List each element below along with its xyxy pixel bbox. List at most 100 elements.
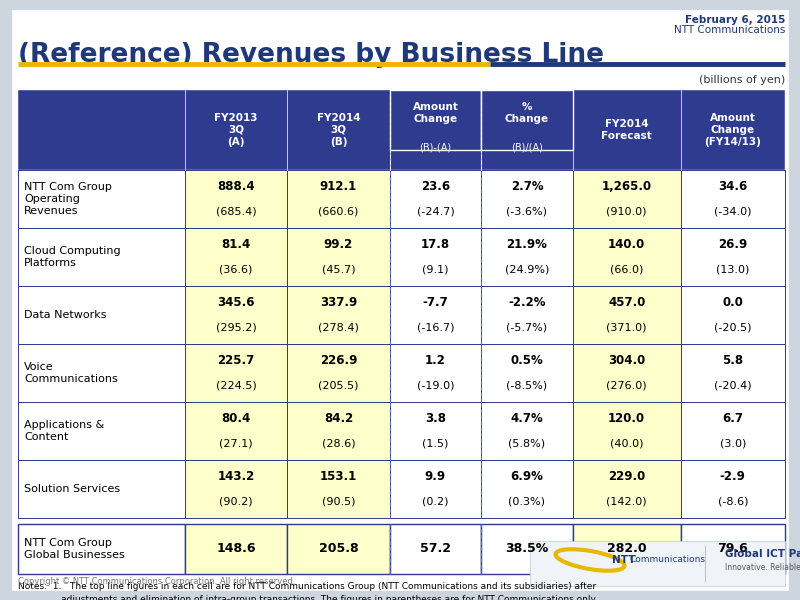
- Bar: [482, 402, 573, 460]
- Bar: [287, 286, 390, 344]
- Bar: [287, 228, 390, 286]
- Text: (27.1): (27.1): [219, 438, 253, 448]
- Bar: [482, 228, 573, 286]
- Text: 84.2: 84.2: [324, 413, 353, 425]
- Bar: [287, 460, 390, 518]
- Text: NTT: NTT: [612, 555, 635, 565]
- Text: (0.2): (0.2): [422, 496, 449, 506]
- Text: (660.6): (660.6): [318, 206, 358, 216]
- Text: (24.9%): (24.9%): [505, 264, 549, 274]
- Text: FY2013
3Q
(A): FY2013 3Q (A): [214, 113, 258, 146]
- Text: 337.9: 337.9: [320, 296, 357, 310]
- Text: (295.2): (295.2): [216, 322, 257, 332]
- Text: (Reference) Revenues by Business Line: (Reference) Revenues by Business Line: [18, 42, 604, 68]
- Bar: [573, 170, 681, 228]
- Text: February 6, 2015: February 6, 2015: [685, 15, 785, 25]
- Text: (-16.7): (-16.7): [417, 322, 454, 332]
- Text: 38.5%: 38.5%: [506, 542, 549, 556]
- Text: (-3.6%): (-3.6%): [506, 206, 547, 216]
- Text: (-5.7%): (-5.7%): [506, 322, 547, 332]
- Bar: [482, 90, 573, 150]
- Text: (910.0): (910.0): [606, 206, 647, 216]
- Text: 1.2: 1.2: [425, 355, 446, 367]
- Text: (-20.5): (-20.5): [714, 322, 751, 332]
- Text: 153.1: 153.1: [320, 470, 357, 484]
- Text: (13.0): (13.0): [716, 264, 750, 274]
- Bar: [482, 460, 573, 518]
- Bar: [287, 402, 390, 460]
- Bar: [18, 286, 185, 344]
- Text: 80.4: 80.4: [222, 413, 250, 425]
- Bar: [18, 228, 185, 286]
- Text: 226.9: 226.9: [320, 355, 357, 367]
- Bar: [681, 460, 785, 518]
- Text: 81.4: 81.4: [222, 238, 250, 251]
- Text: 304.0: 304.0: [608, 355, 646, 367]
- Text: 143.2: 143.2: [218, 470, 254, 484]
- Text: (36.6): (36.6): [219, 264, 253, 274]
- Text: NTT Com Group
Global Businesses: NTT Com Group Global Businesses: [24, 538, 125, 560]
- Text: 120.0: 120.0: [608, 413, 646, 425]
- Text: Cloud Computing
Platforms: Cloud Computing Platforms: [24, 246, 121, 268]
- Bar: [573, 460, 681, 518]
- Text: (40.0): (40.0): [610, 438, 643, 448]
- Text: 457.0: 457.0: [608, 296, 646, 310]
- Bar: [18, 524, 185, 574]
- Text: (-24.7): (-24.7): [417, 206, 454, 216]
- Bar: [18, 90, 785, 170]
- Text: (66.0): (66.0): [610, 264, 643, 274]
- Text: 0.5%: 0.5%: [510, 355, 543, 367]
- Text: (-34.0): (-34.0): [714, 206, 751, 216]
- Text: 34.6: 34.6: [718, 181, 747, 193]
- Text: 3.8: 3.8: [425, 413, 446, 425]
- Bar: [287, 170, 390, 228]
- Text: -2.2%: -2.2%: [508, 296, 546, 310]
- Text: Data Networks: Data Networks: [24, 310, 106, 320]
- Text: (685.4): (685.4): [216, 206, 257, 216]
- Text: 205.8: 205.8: [318, 542, 358, 556]
- Text: Amount
Change: Amount Change: [413, 102, 458, 124]
- Text: 148.6: 148.6: [216, 542, 256, 556]
- Text: (90.5): (90.5): [322, 496, 355, 506]
- Bar: [681, 170, 785, 228]
- Bar: [390, 344, 482, 402]
- Text: 26.9: 26.9: [718, 238, 747, 251]
- Text: Notes:  1.   The top line figures in each cell are for NTT Communications Group : Notes: 1. The top line figures in each c…: [18, 582, 596, 591]
- Text: (142.0): (142.0): [606, 496, 647, 506]
- Bar: [573, 228, 681, 286]
- Text: 5.8: 5.8: [722, 355, 743, 367]
- Bar: [18, 402, 185, 460]
- Bar: [482, 286, 573, 344]
- Bar: [287, 524, 390, 574]
- Text: 282.0: 282.0: [607, 542, 646, 556]
- Bar: [681, 524, 785, 574]
- Text: 9.9: 9.9: [425, 470, 446, 484]
- Text: Global ICT Partner: Global ICT Partner: [725, 549, 800, 559]
- Text: 21.9%: 21.9%: [506, 238, 547, 251]
- Text: (B)/(A): (B)/(A): [511, 143, 543, 153]
- Bar: [681, 228, 785, 286]
- Bar: [573, 402, 681, 460]
- Text: (0.3%): (0.3%): [509, 496, 546, 506]
- Bar: [390, 90, 482, 150]
- Text: FY2014
3Q
(B): FY2014 3Q (B): [317, 113, 360, 146]
- Text: NTT Com Group
Operating
Revenues: NTT Com Group Operating Revenues: [24, 182, 112, 215]
- Bar: [390, 170, 482, 228]
- Text: (90.2): (90.2): [219, 496, 253, 506]
- Text: adjustments and elimination of intra-group transactions. The figures in parenthe: adjustments and elimination of intra-gro…: [18, 595, 598, 600]
- Text: Amount
Change
(FY14/13): Amount Change (FY14/13): [704, 113, 761, 146]
- Text: (224.5): (224.5): [216, 380, 257, 390]
- Bar: [185, 286, 287, 344]
- Text: (-8.6): (-8.6): [718, 496, 748, 506]
- Bar: [185, 170, 287, 228]
- Bar: [18, 170, 185, 228]
- Text: 345.6: 345.6: [218, 296, 255, 310]
- Bar: [390, 402, 482, 460]
- Text: (billions of yen): (billions of yen): [698, 75, 785, 85]
- Text: 17.8: 17.8: [421, 238, 450, 251]
- Text: (-19.0): (-19.0): [417, 380, 454, 390]
- Text: (205.5): (205.5): [318, 380, 358, 390]
- Bar: [185, 228, 287, 286]
- Text: 229.0: 229.0: [608, 470, 646, 484]
- Text: (3.0): (3.0): [719, 438, 746, 448]
